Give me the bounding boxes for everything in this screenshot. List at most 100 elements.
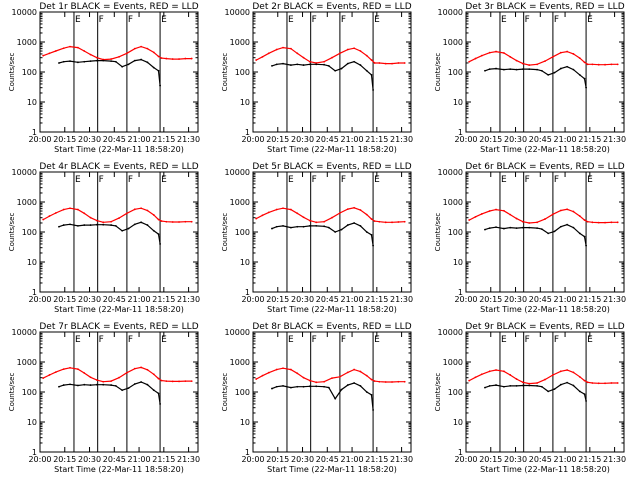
lld-data-point <box>384 62 387 65</box>
events-data-point <box>370 394 373 396</box>
y-tick-label: 100 <box>22 68 37 77</box>
x-tick-label: 20:30 <box>78 135 101 144</box>
events-data-point <box>540 228 543 230</box>
y-tick-label: 10 <box>27 418 37 427</box>
events-data-point <box>133 383 136 385</box>
events-data-point <box>275 63 278 66</box>
lld-data-point <box>165 57 168 60</box>
flag-marker-label: F <box>554 15 559 25</box>
lld-data-point <box>572 210 575 213</box>
events-data-point <box>353 222 356 224</box>
panel-title: Det 3r BLACK = Events, RED = LLD <box>465 2 624 12</box>
x-tick-label: 21:00 <box>341 135 364 144</box>
y-tick-label: 1000 <box>17 38 37 47</box>
lld-data-point <box>133 208 136 211</box>
events-data-point <box>271 227 273 230</box>
events-data-point <box>340 67 343 70</box>
x-tick-label: 20:00 <box>28 295 51 304</box>
events-data-point <box>583 393 586 396</box>
lld-data-point <box>521 220 524 223</box>
lld-data-point <box>566 208 569 211</box>
lld-data-point <box>54 371 57 374</box>
lld-data-point <box>315 381 318 384</box>
flag-marker-label: F <box>99 335 104 345</box>
events-data-point <box>484 69 486 72</box>
x-tick-label: 21:30 <box>177 135 200 144</box>
events-data-point <box>127 227 130 230</box>
lld-data-point <box>583 61 586 64</box>
x-tick-label: 20:00 <box>454 455 477 464</box>
events-data-point <box>159 403 161 405</box>
lld-data-point <box>610 63 613 66</box>
lld-data-point <box>346 48 349 51</box>
panel-title: Det 9r BLACK = Events, RED = LLD <box>465 322 624 332</box>
lld-data-point <box>267 211 270 214</box>
flag-marker-label: E <box>161 335 167 345</box>
lld-data-point <box>391 62 393 65</box>
events-data-point <box>503 227 505 230</box>
events-data-point <box>372 409 374 411</box>
flag-marker-label: E <box>587 175 593 185</box>
lld-data-point <box>480 54 483 57</box>
lld-data-point <box>331 56 333 59</box>
lld-data-point <box>528 222 531 224</box>
events-data-point <box>334 397 337 400</box>
lld-data-point <box>378 62 381 64</box>
lld-data-point <box>296 212 299 215</box>
lld-data-point <box>591 382 594 384</box>
detector-panel-1: Det 1r BLACK = Events, RED = LLD 1 10 100 10… <box>8 2 200 154</box>
y-tick-label: 10000 <box>12 328 37 337</box>
x-tick-label: 20:30 <box>504 455 527 464</box>
events-data-point <box>95 59 98 62</box>
lld-data-point <box>528 382 531 385</box>
lld-data-point <box>566 369 569 371</box>
y-tick-label: 10000 <box>12 168 37 177</box>
lld-data-point <box>572 371 575 374</box>
y-tick-label: 10 <box>453 418 463 427</box>
x-tick-label: 21:15 <box>578 455 601 464</box>
events-data-point <box>521 68 524 70</box>
events-data-point <box>536 68 538 71</box>
flag-marker-label: E <box>501 175 507 185</box>
lld-data-point <box>255 59 258 61</box>
x-tick-label: 20:45 <box>529 295 552 304</box>
lld-data-point <box>544 60 546 63</box>
y-tick-label: 10 <box>27 98 37 107</box>
y-axis-label: Counts/sec <box>8 53 16 92</box>
events-data-point <box>159 243 161 245</box>
events-data-point <box>308 385 311 388</box>
flag-marker-label: F <box>554 175 559 185</box>
x-tick-label: 21:30 <box>177 295 200 304</box>
x-tick-label: 20:15 <box>53 455 76 464</box>
events-data-point <box>503 68 505 71</box>
events-data-point <box>62 60 65 63</box>
x-tick-label: 21:15 <box>152 295 175 304</box>
lld-data-point <box>110 380 112 383</box>
lld-data-point <box>488 210 491 212</box>
lld-data-point <box>323 380 325 383</box>
y-axis-label: Counts/sec <box>221 373 229 412</box>
flag-marker-label: E <box>161 175 167 185</box>
events-data-point <box>488 384 491 387</box>
y-tick-label: 1 <box>458 288 463 297</box>
events-data-point <box>365 391 368 393</box>
lld-data-point <box>89 216 92 219</box>
lld-data-point <box>89 376 92 379</box>
lld-data-point <box>365 213 368 216</box>
events-data-point <box>308 63 311 66</box>
y-tick-label: 10 <box>240 258 250 267</box>
events-data-point <box>121 65 124 68</box>
lld-data-point <box>261 214 264 217</box>
lld-data-point <box>126 212 128 215</box>
events-data-point <box>585 86 587 89</box>
detector-panel-5: Det 5r BLACK = Events, RED = LLD 1 10 100 10… <box>221 162 413 314</box>
lld-data-point <box>62 47 65 50</box>
events-series-line <box>271 382 374 411</box>
lld-series-line <box>468 208 618 224</box>
flag-marker-label: F <box>312 15 317 25</box>
lld-data-point <box>255 378 258 380</box>
x-axis-label: Start Time (22-Mar-11 18:58:20) <box>54 305 184 314</box>
events-data-point <box>290 64 292 66</box>
lld-data-point <box>468 379 471 382</box>
flag-marker-label: E <box>501 335 507 345</box>
